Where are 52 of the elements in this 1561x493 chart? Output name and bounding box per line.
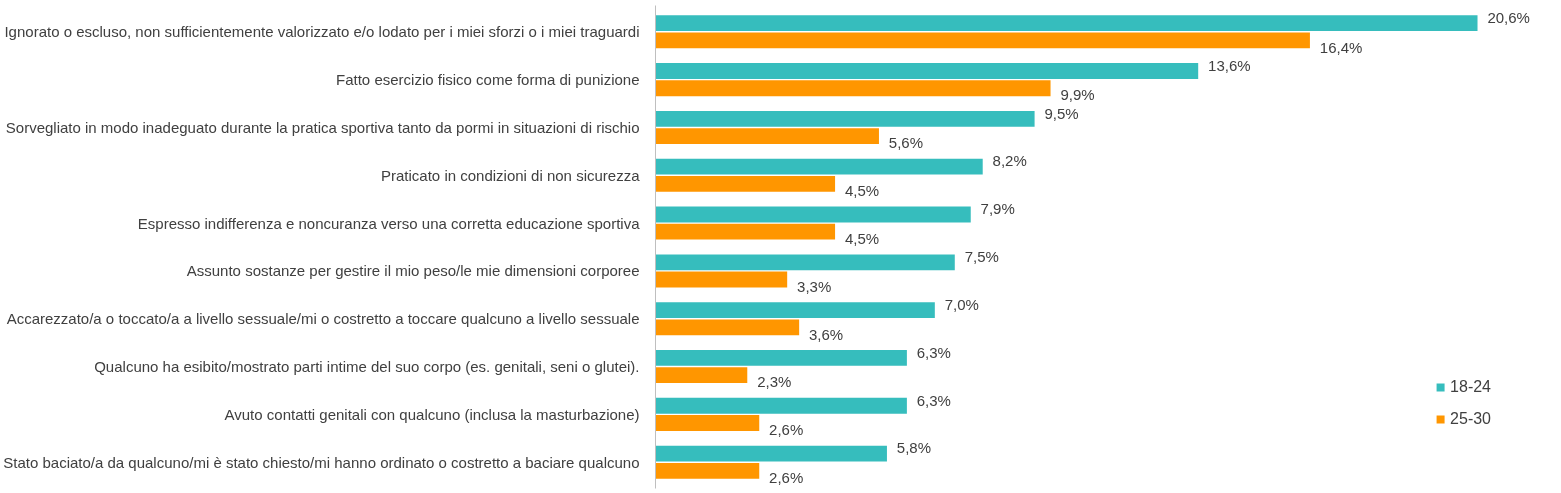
- bar: [655, 350, 907, 366]
- bar: [655, 415, 760, 431]
- data-label: 6,3%: [916, 391, 951, 409]
- data-label: 16,4%: [1319, 38, 1363, 56]
- data-label: 9,9%: [1060, 86, 1095, 104]
- bar: [655, 254, 955, 271]
- y-tick-label: Fatto esercizio fisico come forma di punizione: [336, 71, 640, 89]
- bar: [655, 15, 1478, 32]
- bar: [655, 223, 836, 240]
- data-label: 2,6%: [769, 421, 804, 439]
- data-label: 2,6%: [769, 469, 804, 486]
- y-tick-label: Espresso indifferenza e noncuranza verso una corretta educazione sportiva: [137, 214, 641, 232]
- bar: [655, 271, 788, 288]
- y-tick-label: Avuto contatti genitali con qualcuno (inclusa la masturbazione): [224, 405, 640, 423]
- bar: [655, 175, 836, 192]
- data-label: 2,3%: [757, 373, 792, 391]
- bar: [655, 445, 887, 462]
- y-tick-label: Stato baciato/a da qualcuno/mi è stato chiesto/mi hanno ordinato o costretto a baciare qualcuno: [3, 453, 640, 471]
- bar: [655, 63, 1199, 79]
- y-tick-label: Praticato in condizioni di non sicurezza: [381, 166, 641, 184]
- bar: [655, 128, 879, 144]
- data-label: 7,5%: [964, 248, 999, 266]
- data-label: 4,5%: [844, 229, 880, 247]
- data-label: 20,6%: [1487, 8, 1530, 26]
- data-label: 8,2%: [992, 152, 1027, 170]
- bar: [655, 367, 748, 384]
- data-label: 7,9%: [980, 200, 1015, 218]
- bar: [655, 158, 983, 175]
- y-tick-label: Assunto sostanze per gestire il mio peso/le mie dimensioni corporee: [186, 262, 640, 280]
- legend-label: 25-30: [1450, 410, 1491, 428]
- data-label: 5,8%: [896, 439, 932, 457]
- data-label: 9,5%: [1044, 104, 1079, 122]
- data-label: 3,3%: [797, 277, 832, 295]
- y-tick-label: Qualcuno ha esibito/mostrato parti intime del suo corpo (es. genitali, seni o glutei).: [94, 358, 640, 376]
- legend-label: 18-24: [1450, 378, 1491, 396]
- bar: [655, 302, 935, 319]
- data-label: 5,6%: [888, 134, 924, 152]
- data-label: 6,3%: [916, 343, 951, 361]
- bar: [655, 397, 907, 414]
- bar: [655, 462, 760, 479]
- data-label: 4,5%: [844, 182, 880, 200]
- data-label: 7,0%: [944, 295, 979, 313]
- data-label: 3,6%: [809, 325, 844, 343]
- y-tick-label: Ignorato o escluso, non sufficientemente valorizzato e/o lodato per i miei sforzi o i miei traguardi: [4, 23, 640, 41]
- bar: [655, 32, 1310, 49]
- bar: [655, 206, 971, 223]
- bar: [655, 319, 800, 336]
- y-tick-label: Sorvegliato in modo inadeguato durante la pratica sportiva tanto da pormi in situazioni di rischio: [5, 118, 640, 136]
- bar: [655, 110, 1035, 127]
- y-tick-label: Accarezzato/a o toccato/a a livello sessuale/mi o costretto a toccare qualcuno a livello sessuale: [6, 310, 640, 328]
- bar: [655, 80, 1051, 97]
- data-label: 13,6%: [1208, 56, 1251, 74]
